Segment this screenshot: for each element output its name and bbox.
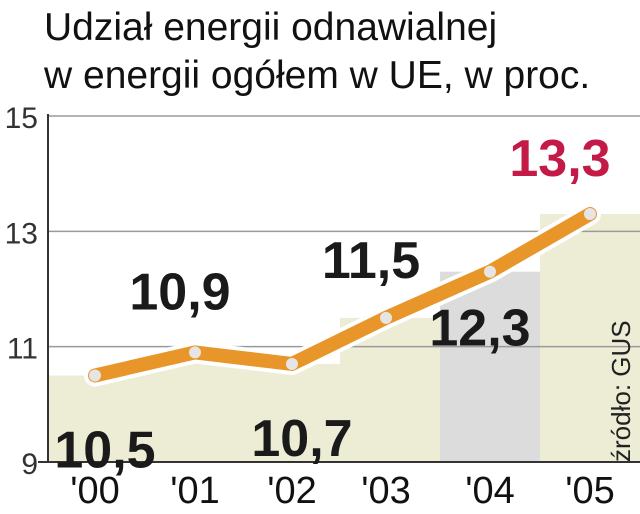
data-point-4 — [484, 265, 496, 278]
background-columns — [48, 214, 640, 462]
data-points — [89, 208, 596, 382]
axis-lines — [38, 114, 640, 463]
x-tick-label: '03 — [361, 470, 411, 512]
column-2 — [245, 363, 340, 462]
x-tick-label: '01 — [170, 470, 220, 512]
column-5 — [540, 214, 640, 462]
data-point-2 — [286, 357, 298, 370]
column-4 — [440, 271, 540, 462]
data-labels: 10,5 10,9 10,7 11,512,3 13,3 — [54, 130, 610, 479]
source-note: źródło: GUS — [606, 320, 636, 462]
chart-title-line-1: Udział energii odnawialnej — [44, 6, 498, 49]
x-tick-label: '04 — [465, 470, 515, 512]
y-tick-label: 11 — [7, 333, 38, 366]
data-point-3 — [380, 311, 392, 324]
x-tick-label: '00 — [70, 470, 120, 512]
data-label-3: 11,5 — [322, 232, 420, 290]
y-tick-labels: 9 11 13 15 — [5, 102, 38, 481]
column-0 — [48, 375, 145, 462]
chart-title: Udział energii odnawialnej w energii ogó… — [44, 4, 590, 100]
data-label-0: 10,5 — [54, 422, 155, 480]
data-label-5: 13,3 — [509, 130, 610, 188]
chart-title-line-2: w energii ogółem w UE, w proc. — [44, 54, 591, 97]
data-point-5 — [584, 208, 596, 221]
data-point-0 — [89, 369, 101, 382]
data-label-1: 10,9 — [129, 263, 230, 321]
y-tick-label: 15 — [5, 102, 38, 135]
data-point-1 — [189, 346, 201, 359]
y-tick-label: 9 — [21, 448, 38, 481]
data-label-2: 10,7 — [251, 410, 352, 468]
x-tick-labels: '00 '01 '02 '03 '04 '05 — [70, 470, 615, 512]
series-line-path — [88, 207, 597, 383]
series-line — [84, 203, 601, 387]
x-tick-label: '02 — [267, 470, 317, 512]
data-label-4: 12,3 — [429, 300, 530, 358]
x-tick-label: '05 — [565, 470, 615, 512]
y-tick-label: 13 — [5, 217, 38, 250]
